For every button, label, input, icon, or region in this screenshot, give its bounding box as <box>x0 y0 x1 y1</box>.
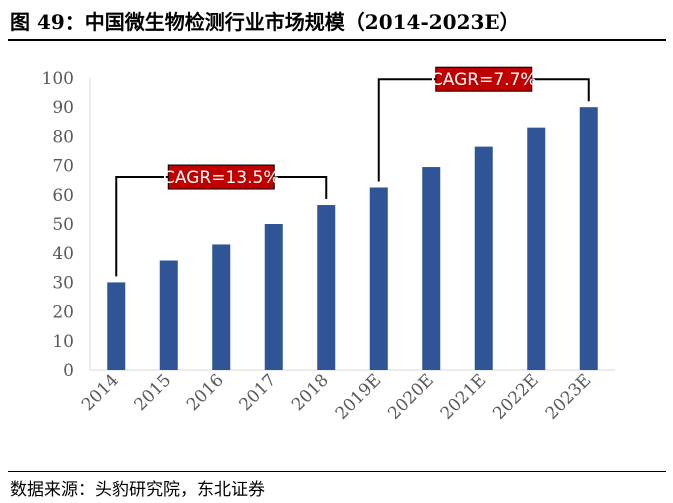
y-tick-label: 0 <box>63 361 74 381</box>
x-tick-label: 2021E <box>437 370 491 424</box>
x-tick-label: 2019E <box>332 370 386 424</box>
y-tick-label: 10 <box>52 332 74 352</box>
y-tick-label: 100 <box>42 69 74 89</box>
x-tick-label: 2015 <box>131 370 176 415</box>
cagr-label: CAGR=7.7% <box>431 70 537 90</box>
bar <box>422 167 441 370</box>
cagr-label-box <box>435 66 533 92</box>
bar <box>212 244 231 370</box>
chart-title: 图 49：中国微生物检测行业市场规模（2014-2023E） <box>10 10 520 34</box>
y-tick-label: 40 <box>52 244 74 264</box>
y-tick-label: 70 <box>52 157 74 177</box>
x-tick-label: 2014 <box>78 370 123 415</box>
y-tick-label: 50 <box>52 215 74 235</box>
x-tick-label: 2017 <box>236 370 281 415</box>
bar <box>159 260 178 370</box>
cagr-label: CAGR=13.5% <box>163 168 279 188</box>
source-rule <box>8 471 666 472</box>
bar <box>264 224 283 370</box>
y-tick-label: 30 <box>52 273 74 293</box>
title-rule <box>8 39 666 41</box>
bar <box>107 282 126 370</box>
x-tick-label: 2022E <box>489 370 543 424</box>
bar <box>527 127 546 370</box>
y-tick-label: 80 <box>52 127 74 147</box>
bar <box>474 146 493 370</box>
bar <box>369 187 388 370</box>
cagr-label-box <box>167 164 275 190</box>
bar <box>579 107 598 370</box>
bar <box>317 205 336 370</box>
x-tick-label: 2020E <box>384 370 438 424</box>
source-note: 数据来源：头豹研究院，东北证券 <box>10 480 265 500</box>
x-tick-label: 2016 <box>183 370 228 415</box>
x-tick-label: 2018 <box>288 370 333 415</box>
y-tick-label: 90 <box>52 98 74 118</box>
y-tick-label: 60 <box>52 186 74 206</box>
y-tick-label: 20 <box>52 303 74 323</box>
x-tick-label: 2023E <box>542 370 596 424</box>
